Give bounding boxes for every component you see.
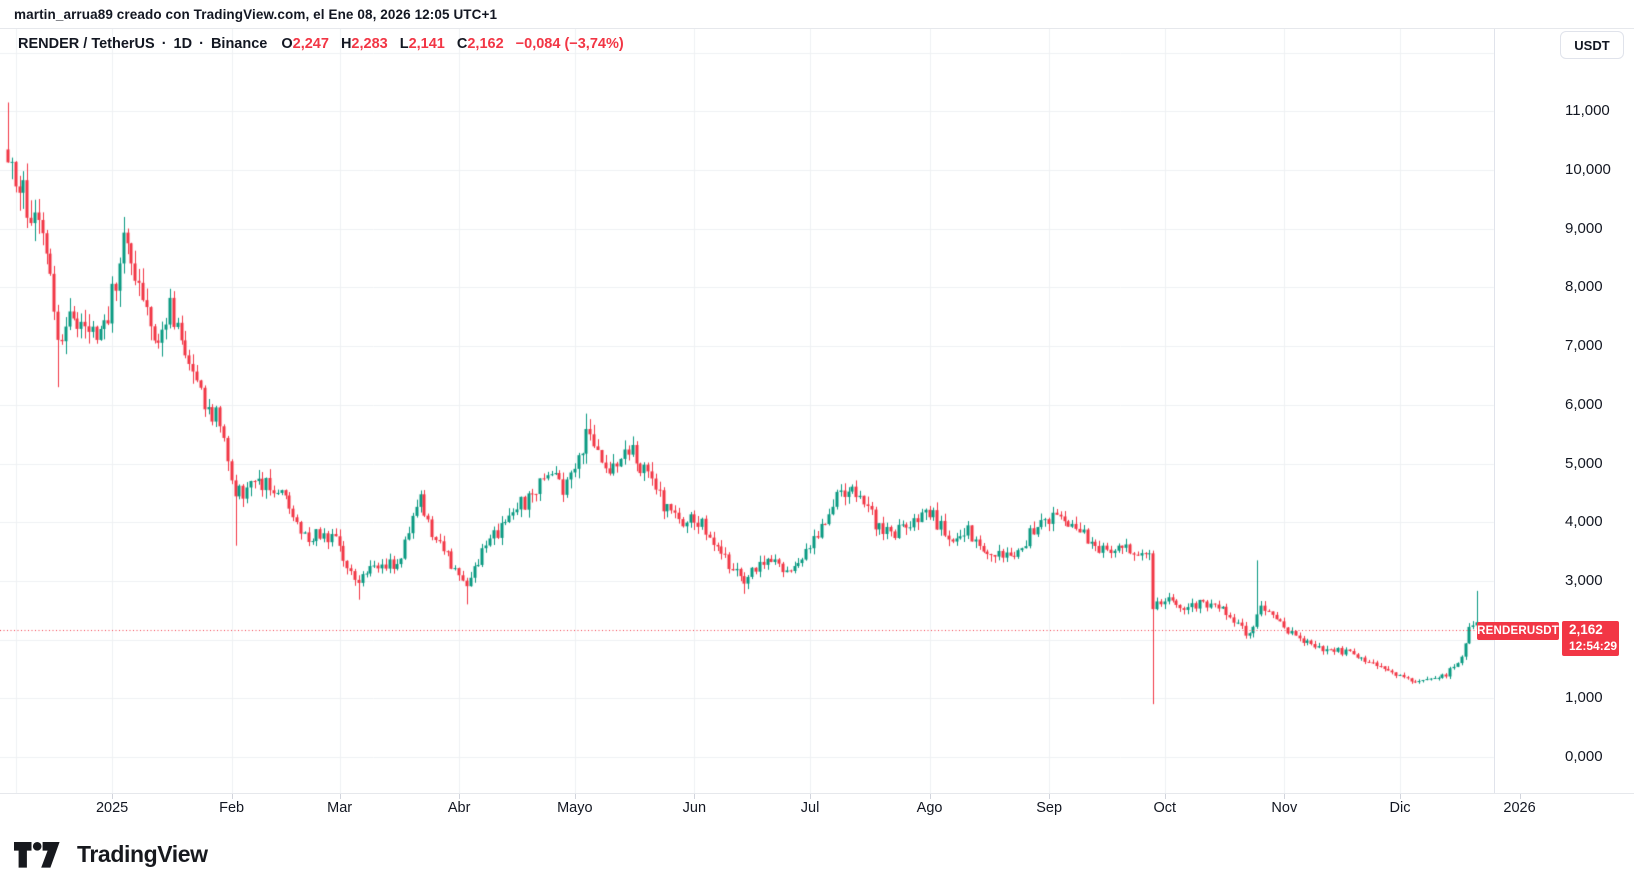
high-value: H2,283: [340, 36, 388, 52]
time-axis-tick: [1049, 794, 1050, 799]
low-value: L2,141: [399, 36, 445, 52]
time-axis-tick: [459, 794, 460, 799]
time-axis-tick: [112, 794, 113, 799]
price-axis-separator: [1494, 29, 1495, 793]
exchange-label: Binance: [210, 36, 268, 52]
y-axis-label: 3,000: [1565, 571, 1603, 589]
x-axis-label: Dic: [1389, 800, 1411, 816]
x-axis-label: Ago: [916, 800, 943, 816]
time-axis-tick: [1520, 794, 1521, 799]
bar-countdown: 12:54:29: [1569, 639, 1618, 653]
attribution-text: martin_arrua89 creado con TradingView.co…: [14, 6, 498, 22]
y-axis-label: 11,000: [1565, 102, 1610, 120]
x-axis-label: 2025: [95, 800, 129, 816]
symbol-name[interactable]: RENDER / TetherUS: [18, 36, 155, 52]
x-axis-label: Sep: [1036, 800, 1063, 816]
y-axis-label: 6,000: [1565, 395, 1603, 413]
ohlc-values: O2,247 H2,283 L2,141 C2,162 −0,084 (−3,7…: [281, 36, 623, 52]
price-chart-canvas[interactable]: [0, 29, 1634, 793]
x-axis-label: Jul: [800, 800, 820, 816]
time-axis-tick: [1400, 794, 1401, 799]
current-price-badge: 2,162 12:54:29: [1562, 621, 1619, 656]
x-axis-label: 2026: [1503, 800, 1536, 816]
time-axis-tick: [340, 794, 341, 799]
chart-legend[interactable]: RENDER / TetherUS · 1D · Binance O2,247 …: [18, 36, 624, 52]
change-value: −0,084 (−3,74%): [515, 36, 624, 52]
x-axis-label: Mar: [327, 800, 353, 816]
x-axis-label: Mayo: [557, 800, 593, 816]
legend-separator-2: ·: [199, 36, 204, 52]
tradingview-logo-icon: [14, 841, 60, 868]
chart-area[interactable]: RENDER / TetherUS · 1D · Binance O2,247 …: [0, 29, 1634, 793]
y-axis-label: 0,000: [1565, 748, 1603, 765]
legend-separator-1: ·: [161, 36, 167, 52]
time-axis-tick: [1284, 794, 1285, 799]
x-axis-label: Abr: [447, 800, 471, 816]
close-value: C2,162: [456, 36, 504, 52]
time-axis[interactable]: 2025 Feb Mar Abr Mayo Jun Jul Ago Sep Oct Nov Dic 20…: [0, 793, 1634, 822]
time-axis-tick: [810, 794, 811, 799]
time-axis-tick: [1165, 794, 1166, 799]
y-axis-label: 9,000: [1565, 219, 1603, 237]
y-axis-label: 10,000: [1565, 161, 1611, 178]
y-axis-label: 8,000: [1565, 278, 1603, 296]
tradingview-logo[interactable]: TradingView: [14, 841, 208, 868]
y-axis-label: 4,000: [1565, 513, 1603, 531]
x-axis-label: Nov: [1271, 800, 1298, 816]
footer: TradingView: [0, 822, 1634, 883]
time-axis-tick: [930, 794, 931, 799]
x-axis-label: Jun: [682, 800, 707, 816]
time-axis-tick: [575, 794, 576, 799]
symbol-title[interactable]: RENDER / TetherUS · 1D · Binance: [18, 36, 267, 52]
x-axis-label: Feb: [219, 800, 245, 816]
time-axis-tick: [694, 794, 695, 799]
interval-label[interactable]: 1D: [173, 36, 193, 52]
y-axis-label: 7,000: [1565, 337, 1603, 355]
x-axis-label: Oct: [1153, 800, 1177, 816]
attribution-bar: martin_arrua89 creado con TradingView.co…: [0, 0, 1634, 29]
time-axis-tick: [232, 794, 233, 799]
currency-toggle-button[interactable]: USDT: [1560, 31, 1624, 59]
y-axis-label: 1,000: [1565, 689, 1603, 707]
open-value: O2,247: [281, 36, 329, 52]
current-price-value: 2,162: [1569, 622, 1603, 637]
tradingview-wordmark: TradingView: [77, 841, 208, 867]
y-axis-label: 5,000: [1565, 454, 1603, 472]
price-line-symbol-badge: RENDERUSDT: [1477, 622, 1559, 640]
